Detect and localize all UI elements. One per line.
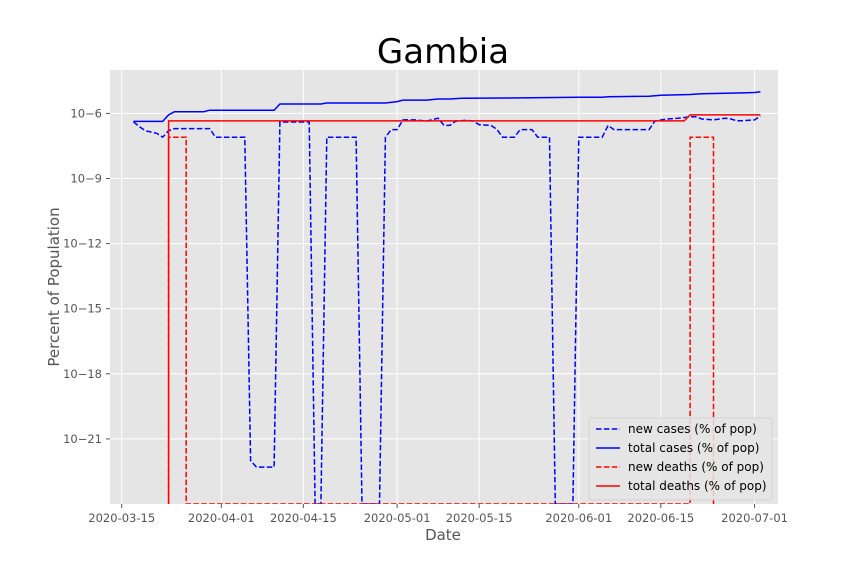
- y-axis-ticks: 10−6 10−9 10−12 10−15 10−18 10−21: [63, 106, 110, 446]
- legend-label: new cases (% of pop): [628, 422, 757, 436]
- y-tick-label: 10−15: [63, 302, 102, 316]
- legend-label: total deaths (% of pop): [628, 479, 767, 493]
- x-tick-label: 2020-05-01: [364, 511, 431, 525]
- series-layer: [132, 90, 761, 504]
- series-line-3: [167, 114, 761, 504]
- y-tick-label: 10−6: [70, 106, 102, 120]
- legend-box: [588, 417, 773, 501]
- x-tick-label: 2020-04-01: [188, 511, 255, 525]
- series-line-1: [133, 90, 761, 123]
- x-axis-label: Date: [425, 526, 461, 544]
- x-tick-label: 2020-07-01: [721, 511, 788, 525]
- legend-label: new deaths (% of pop): [628, 460, 764, 474]
- chart-title: Gambia: [377, 32, 509, 72]
- x-tick-label: 2020-05-15: [446, 511, 513, 525]
- y-axis-label: Percent of Population: [45, 207, 63, 366]
- y-tick-label: 10−18: [63, 367, 102, 381]
- x-tick-label: 2020-06-01: [545, 511, 612, 525]
- y-tick-label: 10−9: [70, 172, 102, 186]
- x-tick-label: 2020-03-15: [88, 511, 155, 525]
- series-line-0: [132, 115, 761, 504]
- legend: new cases (% of pop) total cases (% of po…: [588, 417, 773, 501]
- y-tick-label: 10−21: [63, 432, 102, 446]
- x-tick-label: 2020-06-15: [627, 511, 694, 525]
- y-tick-label: 10−12: [63, 237, 102, 251]
- x-axis-ticks: 2020-03-15 2020-04-01 2020-04-15 2020-05-01…: [88, 504, 788, 525]
- x-tick-label: 2020-04-15: [270, 511, 337, 525]
- legend-label: total cases (% of pop): [628, 441, 759, 455]
- grid: [110, 70, 778, 504]
